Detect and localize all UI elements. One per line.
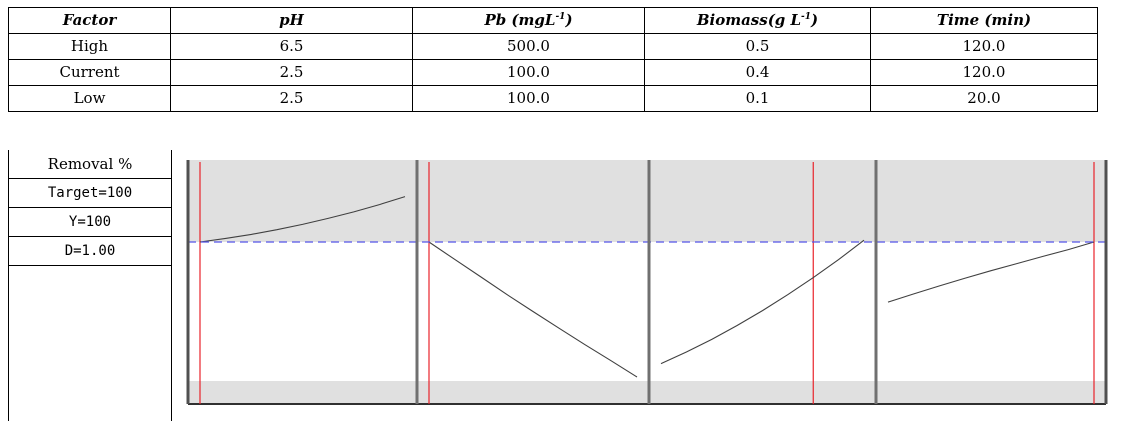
response-label-column: Removal % Target=100 Y=100 D=1.00 — [8, 150, 172, 421]
cell-ph: 2.5 — [170, 59, 413, 86]
header-pb-sup: -1 — [555, 12, 566, 22]
response-desirability: D=1.00 — [9, 237, 171, 266]
header-ph: pH — [170, 7, 413, 34]
cell-pb: 100.0 — [412, 59, 645, 86]
header-biomass-text: Biomass(g L — [696, 11, 802, 29]
cell-pb: 100.0 — [412, 85, 645, 112]
cell-time: 120.0 — [870, 33, 1098, 60]
response-curve-time — [887, 241, 1095, 303]
header-pb-text: Pb (mgL — [484, 11, 556, 29]
header-factor: Factor — [8, 7, 171, 34]
header-biomass-sup: -1 — [801, 12, 812, 22]
response-blank-area — [9, 266, 171, 421]
table-header-row: Factor pH Pb (mgL-1) Biomass(g L-1) Time… — [8, 7, 1098, 34]
response-y-value: Y=100 — [9, 208, 171, 237]
row-label: Current — [8, 59, 171, 86]
response-optimizer-plot — [186, 160, 1108, 405]
table-row: Current 2.5 100.0 0.4 120.0 — [8, 59, 1098, 86]
header-biomass: Biomass(g L-1) — [644, 7, 871, 34]
cell-biomass: 0.4 — [644, 59, 871, 86]
table-row: High 6.5 500.0 0.5 120.0 — [8, 33, 1098, 60]
header-pb-close: ) — [565, 11, 573, 29]
response-target: Target=100 — [9, 179, 171, 208]
cell-biomass: 0.1 — [644, 85, 871, 112]
factor-settings-table: Factor pH Pb (mgL-1) Biomass(g L-1) Time… — [8, 7, 1098, 112]
response-curve-biomass — [660, 239, 865, 365]
cell-ph: 6.5 — [170, 33, 413, 60]
header-biomass-close: ) — [811, 11, 819, 29]
row-label: Low — [8, 85, 171, 112]
header-time: Time (min) — [870, 7, 1098, 34]
cell-time: 20.0 — [870, 85, 1098, 112]
response-curve-ph — [199, 196, 406, 243]
response-name: Removal % — [9, 150, 171, 179]
table-row: Low 2.5 100.0 0.1 20.0 — [8, 85, 1098, 112]
upper-shaded-region — [188, 160, 1106, 242]
lower-shaded-region — [188, 381, 1106, 404]
cell-biomass: 0.5 — [644, 33, 871, 60]
response-curve-pb — [428, 241, 638, 378]
cell-pb: 500.0 — [412, 33, 645, 60]
cell-ph: 2.5 — [170, 85, 413, 112]
cell-time: 120.0 — [870, 59, 1098, 86]
header-pb: Pb (mgL-1) — [412, 7, 645, 34]
row-label: High — [8, 33, 171, 60]
